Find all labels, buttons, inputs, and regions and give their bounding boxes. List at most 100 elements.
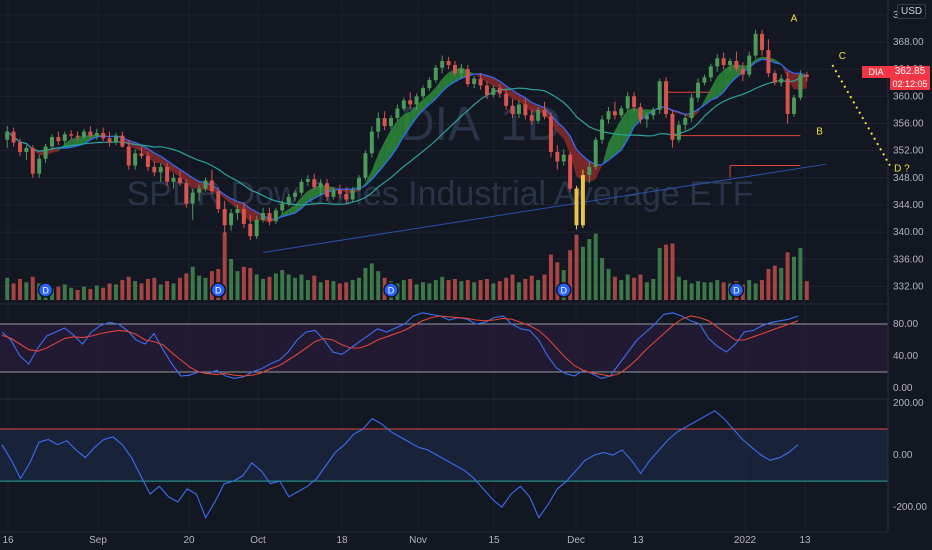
last-price-tag: DIA bbox=[862, 66, 890, 78]
ribbon-segment bbox=[627, 107, 635, 140]
dividend-badge-icon: D bbox=[728, 282, 745, 298]
candle-body bbox=[30, 147, 35, 174]
cci-series-line bbox=[1, 410, 799, 519]
time-tick-label: 16 bbox=[2, 535, 14, 546]
dividend-badge-icon: D bbox=[555, 282, 572, 298]
dividend-badge-letter: D bbox=[388, 286, 395, 296]
volume-bar bbox=[408, 278, 413, 300]
ribbon-segment bbox=[314, 184, 321, 199]
dividend-badge-circle bbox=[210, 282, 227, 298]
candle-body bbox=[5, 131, 10, 140]
stoch-tick-label: 0.00 bbox=[893, 383, 913, 394]
last-price-symbol: DIA bbox=[868, 67, 884, 77]
volume-bar bbox=[593, 233, 598, 300]
volume-bar bbox=[376, 271, 381, 300]
candle-body bbox=[772, 73, 777, 83]
volume-bar bbox=[555, 262, 560, 300]
volume-bar bbox=[158, 284, 163, 300]
volume-bar bbox=[600, 257, 605, 300]
candle-body bbox=[625, 96, 630, 109]
candle-body bbox=[261, 213, 266, 220]
volume-bar bbox=[235, 271, 240, 300]
candle-body bbox=[728, 60, 733, 66]
cci-band bbox=[0, 429, 888, 482]
volume-bar bbox=[133, 281, 138, 300]
price-tick-label: 336.00 bbox=[893, 254, 924, 265]
candle-body bbox=[273, 210, 278, 222]
candle-body bbox=[376, 118, 381, 132]
volume-bar bbox=[452, 278, 457, 300]
candle-body bbox=[350, 189, 355, 200]
candle-body bbox=[120, 135, 125, 147]
volume-bar bbox=[491, 283, 496, 300]
candles bbox=[5, 29, 809, 241]
candle-body bbox=[165, 166, 170, 182]
volume-bar bbox=[241, 266, 246, 300]
volume-bar bbox=[644, 282, 649, 300]
volume-bar bbox=[145, 278, 150, 300]
candle-body bbox=[478, 78, 483, 86]
volume-bar bbox=[165, 281, 170, 300]
candle-body bbox=[94, 132, 99, 136]
candle-body bbox=[209, 180, 214, 192]
volume-bar bbox=[721, 282, 726, 300]
candle-body bbox=[267, 213, 272, 222]
candle-body bbox=[37, 158, 42, 174]
candle-body bbox=[689, 97, 694, 119]
candle-body bbox=[542, 109, 547, 117]
volume-bar bbox=[779, 267, 784, 300]
volume-bar bbox=[459, 281, 464, 300]
candle-body bbox=[325, 183, 330, 197]
volume-bar bbox=[804, 281, 809, 300]
candle-body bbox=[18, 142, 22, 152]
dividend-badge-circle bbox=[555, 282, 572, 298]
candle-body bbox=[510, 105, 515, 114]
volume-bar bbox=[516, 282, 521, 300]
candle-body bbox=[465, 69, 470, 85]
currency-badge[interactable]: USD bbox=[897, 4, 927, 19]
candle-body bbox=[484, 85, 489, 95]
ribbon-segment bbox=[435, 78, 443, 99]
volume-bar bbox=[305, 280, 310, 300]
volume-bar bbox=[222, 232, 227, 300]
volume-bar bbox=[529, 275, 534, 300]
ribbon-segment bbox=[717, 69, 724, 98]
volume-bar bbox=[440, 276, 445, 300]
candle-body bbox=[798, 74, 803, 98]
volume-bar bbox=[286, 274, 291, 300]
dividend-badge-letter: D bbox=[42, 286, 49, 296]
candle-body bbox=[574, 188, 579, 226]
candle-body bbox=[101, 132, 106, 139]
volume-bar bbox=[510, 274, 515, 300]
candle-body bbox=[696, 82, 701, 98]
volume-bar bbox=[229, 259, 234, 300]
volume-bar bbox=[760, 280, 765, 300]
candle-body bbox=[197, 188, 202, 193]
volume-bar bbox=[331, 281, 336, 300]
volume-bar bbox=[350, 280, 355, 300]
candle-body bbox=[619, 108, 624, 116]
volume-bar bbox=[612, 276, 617, 300]
volume-bar bbox=[753, 283, 758, 300]
ribbon-segment bbox=[621, 110, 628, 151]
candle-body bbox=[280, 203, 285, 211]
candle-body bbox=[62, 134, 67, 142]
candle-body bbox=[497, 88, 502, 94]
volume-bar bbox=[209, 271, 214, 300]
ribbon-segment bbox=[422, 93, 430, 111]
support-lines bbox=[665, 91, 801, 178]
volume-bar bbox=[312, 275, 317, 300]
candle-body bbox=[254, 219, 259, 237]
candle-body bbox=[715, 58, 720, 67]
ribbon-segment bbox=[77, 135, 84, 146]
ribbon-segment bbox=[448, 69, 455, 86]
ribbon-segment bbox=[499, 81, 507, 94]
volume-bar bbox=[433, 280, 438, 300]
ribbon-segment bbox=[378, 141, 385, 173]
time-tick-label: 20 bbox=[183, 535, 195, 546]
volume-bar bbox=[75, 290, 80, 300]
candle-body bbox=[408, 100, 413, 105]
candle-body bbox=[318, 183, 323, 188]
volume-bar bbox=[273, 273, 278, 300]
